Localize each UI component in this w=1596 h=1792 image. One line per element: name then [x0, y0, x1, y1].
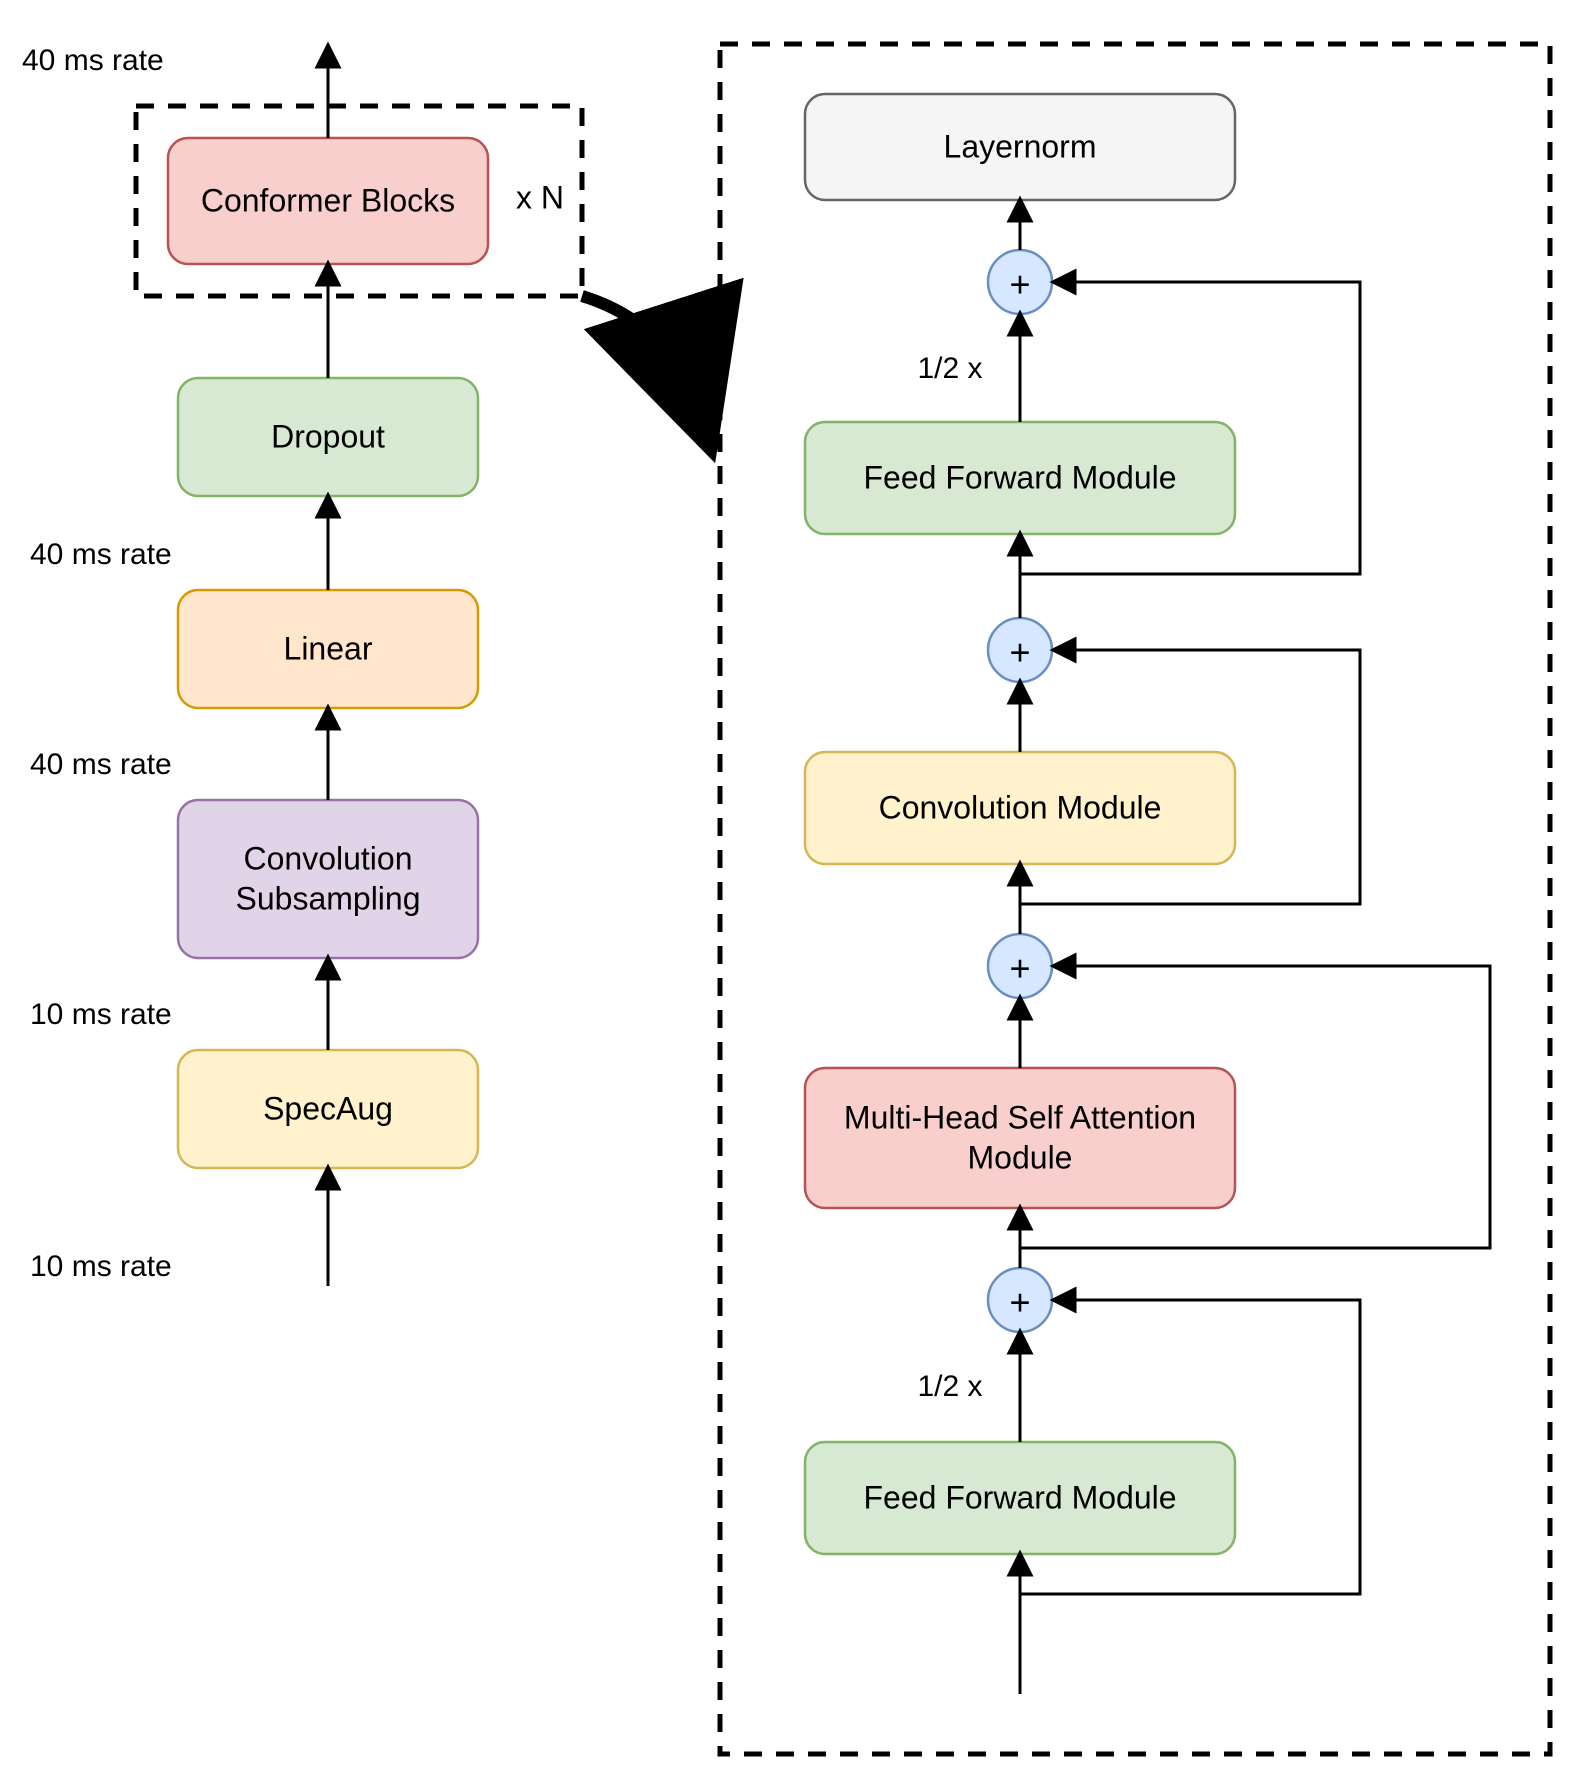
plus-icon-p3: +	[1009, 632, 1030, 673]
block-label-mhsa-2: Module	[968, 1139, 1073, 1175]
block-label-convsub-1: Convolution	[244, 840, 413, 876]
rate-label-2: 40 ms rate	[30, 748, 172, 781]
block-label-specaug: SpecAug	[263, 1090, 393, 1126]
block-convsub	[178, 800, 478, 958]
block-label-convsub-2: Subsampling	[236, 880, 421, 916]
block-label-conformer: Conformer Blocks	[201, 182, 455, 218]
block-label-dropout: Dropout	[271, 418, 385, 454]
plus-icon-p2: +	[1009, 948, 1030, 989]
rate-label-3: 10 ms rate	[30, 998, 172, 1031]
block-label-layernorm: Layernorm	[944, 128, 1097, 164]
zoom-arrow	[582, 296, 698, 410]
plus-icon-p4: +	[1009, 264, 1030, 305]
right-column: Layernorm Feed Forward Module Convolution …	[720, 44, 1550, 1754]
rate-label-0: 40 ms rate	[22, 44, 164, 77]
plus-icon-p1: +	[1009, 1282, 1030, 1323]
left-column: Conformer Blocks Dropout Linear Convolution…	[22, 44, 582, 1286]
half-label-1: 1/2 x	[917, 1370, 982, 1403]
block-mhsa	[805, 1068, 1235, 1208]
block-label-ff1: Feed Forward Module	[863, 1479, 1176, 1515]
repeat-label: x N	[516, 179, 564, 215]
block-label-linear: Linear	[284, 630, 373, 666]
rate-label-4: 10 ms rate	[30, 1250, 172, 1283]
block-label-conv: Convolution Module	[879, 789, 1162, 825]
block-label-ff2: Feed Forward Module	[863, 459, 1176, 495]
rate-label-1: 40 ms rate	[30, 538, 172, 571]
half-label-0: 1/2 x	[917, 352, 982, 385]
block-label-mhsa-1: Multi-Head Self Attention	[844, 1099, 1196, 1135]
diagram-canvas: Conformer Blocks Dropout Linear Convolution…	[0, 0, 1596, 1792]
